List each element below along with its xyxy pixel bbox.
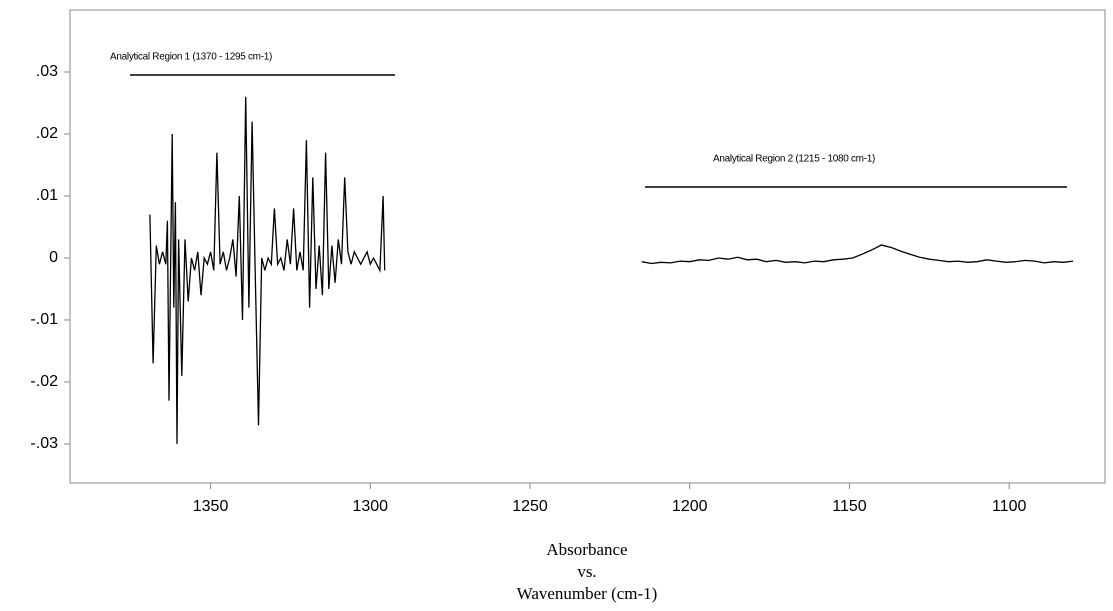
y-tick-label: .02 — [36, 125, 58, 142]
y-tick-label: -.01 — [30, 311, 58, 328]
y-tick-label: .01 — [36, 187, 58, 204]
x-tick-label: 1100 — [992, 498, 1027, 515]
x-tick-label: 1150 — [832, 498, 867, 515]
spectrum-line — [641, 244, 1074, 265]
annotation: Analytical Region 1 (1370 - 1295 cm-1) — [110, 52, 272, 63]
y-tick-label: -.03 — [30, 435, 58, 452]
annotation: Analytical Region 2 (1215 - 1080 cm-1) — [713, 154, 875, 165]
x-tick-label: 1250 — [512, 498, 548, 515]
x-tick-label: 1300 — [352, 498, 388, 515]
y-tick-label: -.02 — [30, 373, 58, 390]
x-tick-label: 1200 — [672, 498, 708, 515]
y-tick-label: 0 — [49, 249, 58, 266]
plot-frame — [69, 9, 1106, 484]
spectrum-line — [149, 96, 386, 444]
x-axis-label: Absorbance — [546, 540, 627, 559]
x-axis-label: Wavenumber (cm-1) — [517, 584, 658, 603]
x-axis-label: vs. — [577, 562, 596, 581]
x-tick-label: 1350 — [193, 498, 229, 515]
y-tick-label: .03 — [36, 63, 58, 80]
